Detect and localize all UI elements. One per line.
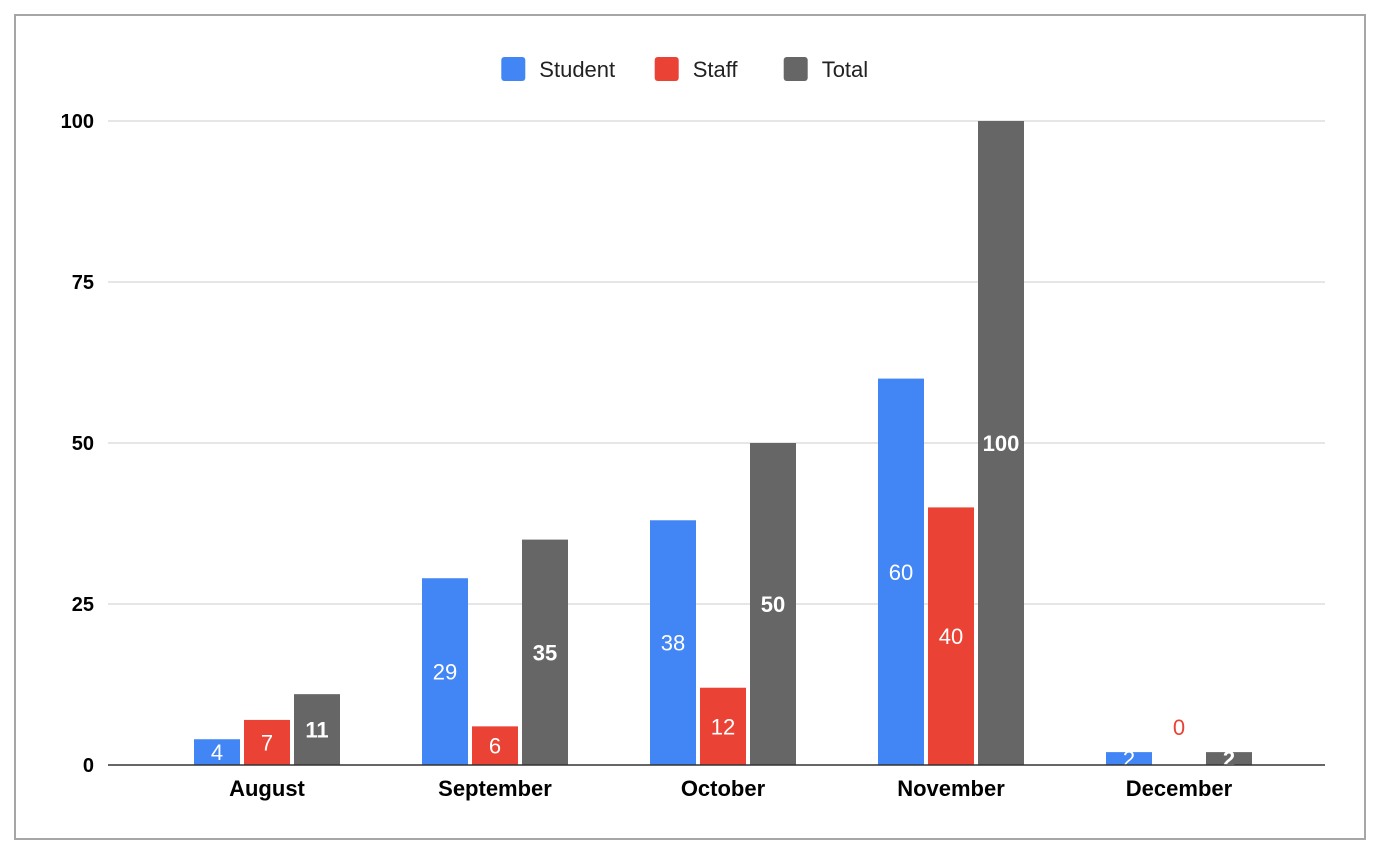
data-label-student-october: 38 bbox=[661, 631, 685, 656]
x-tick-label-august: August bbox=[229, 776, 305, 801]
gridlines bbox=[108, 120, 1325, 605]
legend-swatch-total bbox=[783, 57, 808, 81]
bar-total-september bbox=[522, 539, 568, 765]
bar-labels: 4 7 11 29 6 35 38 12 50 60 40 100 2 0 2 bbox=[211, 431, 1235, 772]
bar-staff-august bbox=[244, 719, 290, 765]
legend-label-total: Total bbox=[822, 57, 868, 82]
y-tick-label-75: 75 bbox=[72, 272, 94, 294]
y-tick-label-100: 100 bbox=[61, 111, 94, 133]
data-label-staff-december: 0 bbox=[1173, 715, 1185, 740]
legend: Student Staff Total bbox=[501, 57, 868, 82]
data-label-student-august: 4 bbox=[211, 740, 223, 765]
bar-student-august bbox=[194, 739, 240, 765]
y-tick-label-25: 25 bbox=[72, 594, 94, 616]
y-tick-label-50: 50 bbox=[72, 433, 94, 455]
y-axis: 0 25 50 75 100 bbox=[61, 111, 94, 777]
data-label-staff-october: 12 bbox=[711, 714, 735, 739]
x-tick-label-september: September bbox=[438, 776, 552, 801]
bar-total-november bbox=[978, 121, 1024, 765]
data-label-total-december: 2 bbox=[1223, 747, 1235, 772]
data-label-student-september: 29 bbox=[433, 660, 457, 685]
bar-staff-october bbox=[700, 687, 746, 765]
data-label-total-september: 35 bbox=[533, 640, 557, 665]
bar-total-december bbox=[1206, 752, 1252, 765]
data-label-total-october: 50 bbox=[761, 592, 785, 617]
bar-student-december bbox=[1106, 752, 1152, 765]
x-tick-label-december: December bbox=[1126, 776, 1233, 801]
legend-label-student: Student bbox=[539, 57, 615, 82]
x-axis: August September October November December bbox=[108, 764, 1325, 801]
bar-student-september bbox=[422, 578, 468, 765]
bar-staff-september bbox=[472, 726, 518, 765]
bar-student-october bbox=[650, 520, 696, 765]
data-label-staff-november: 40 bbox=[939, 624, 963, 649]
data-label-total-november: 100 bbox=[983, 431, 1020, 456]
y-tick-label-0: 0 bbox=[83, 755, 94, 777]
data-label-staff-august: 7 bbox=[261, 730, 273, 755]
x-tick-label-november: November bbox=[897, 776, 1005, 801]
legend-label-staff: Staff bbox=[693, 57, 739, 82]
bar-student-november bbox=[878, 378, 924, 765]
data-label-total-august: 11 bbox=[305, 718, 328, 743]
data-label-staff-september: 6 bbox=[489, 734, 501, 759]
data-label-student-december: 2 bbox=[1123, 747, 1135, 772]
data-label-student-november: 60 bbox=[889, 560, 913, 585]
bar-total-october bbox=[750, 443, 796, 765]
legend-swatch-student bbox=[501, 57, 526, 81]
x-tick-label-october: October bbox=[681, 776, 766, 801]
legend-swatch-staff bbox=[654, 57, 679, 81]
bar-staff-november bbox=[928, 507, 974, 765]
bars bbox=[194, 121, 1252, 765]
bar-total-august bbox=[294, 694, 340, 765]
